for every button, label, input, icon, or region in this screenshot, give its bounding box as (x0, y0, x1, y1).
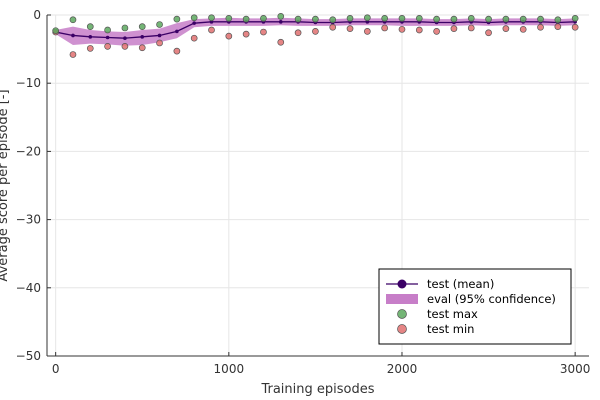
test-min-point (502, 25, 510, 32)
legend-label: test min (427, 322, 474, 336)
test-max-point (571, 15, 579, 22)
test-min-point (329, 23, 337, 31)
test-mean-point (175, 29, 179, 34)
test-max-point (364, 14, 371, 22)
test-max-point (433, 15, 440, 23)
test-max-point (415, 15, 423, 22)
test-min-point (277, 38, 285, 46)
test-max-point (156, 21, 163, 28)
y-tick-label: −10 (16, 76, 41, 90)
test-min-point (138, 44, 146, 52)
test-max-point (173, 15, 181, 23)
test-min-point (86, 45, 94, 52)
test-max-point (537, 15, 544, 23)
legend-label: test max (427, 307, 478, 321)
test-max-point (312, 15, 319, 23)
legend-swatch-mean-dot (397, 279, 407, 289)
legend-swatch-marker (397, 324, 407, 334)
markers (52, 13, 579, 58)
axes (46, 15, 589, 357)
test-mean-point (157, 33, 162, 38)
test-mean-point (71, 33, 75, 38)
test-min-point (415, 26, 423, 34)
confidence-band (55, 17, 576, 46)
test-min-point (104, 43, 111, 50)
legend-label: test (mean) (427, 277, 494, 291)
test-min-point (467, 24, 475, 32)
test-max-point (277, 13, 285, 20)
legend-swatch-marker (397, 309, 407, 319)
test-min-point (225, 32, 233, 40)
test-max-point (242, 15, 250, 23)
y-tick-label: −50 (16, 349, 41, 363)
y-tick-label: −30 (16, 213, 41, 227)
test-min-point (554, 23, 562, 30)
test-min-point (364, 28, 371, 35)
test-min-point (173, 47, 181, 55)
legend-label: eval (95% confidence) (427, 292, 556, 306)
x-axis-label: Training episodes (260, 382, 374, 397)
test-mean-point (88, 35, 93, 39)
test-min-point (571, 23, 579, 31)
test-max-point (225, 15, 233, 22)
test-max-point (485, 15, 492, 23)
test-max-point (208, 14, 215, 22)
ticks: 0 1000 2000 3000 −50 −40 −30 −20 −10 0 (16, 8, 591, 376)
test-min-point (485, 29, 492, 37)
test-min-point (208, 26, 215, 34)
test-max-point (260, 15, 267, 22)
y-tick-label: −20 (16, 144, 41, 158)
test-min-point (346, 25, 354, 32)
test-min-point (156, 39, 163, 47)
test-max-point (294, 15, 302, 23)
test-max-point (329, 16, 337, 24)
test-min-point (312, 28, 319, 35)
test-min-point (433, 28, 440, 35)
test-min-point (294, 29, 302, 37)
test-max-point (346, 15, 354, 22)
test-mean-point (123, 36, 127, 40)
y-tick-label: 0 (33, 8, 41, 22)
test-min-point (398, 25, 406, 33)
y-axis-label: Average score per episode [-] (0, 89, 11, 281)
test-min-point (242, 30, 250, 38)
test-min-point (519, 25, 527, 33)
test-max-point (450, 15, 458, 23)
test-max-point (467, 15, 475, 22)
x-tick-label: 1000 (214, 362, 245, 376)
test-max-point (52, 27, 60, 35)
test-max-point (69, 16, 77, 24)
test-mean-point (105, 35, 110, 40)
test-min-point (450, 25, 458, 32)
test-min-point (260, 28, 267, 36)
test-max-point (519, 15, 527, 23)
test-min-point (537, 23, 544, 31)
x-tick-label: 3000 (560, 362, 591, 376)
grid (47, 14, 589, 357)
test-max-point (138, 23, 146, 30)
test-mean-point (278, 20, 283, 24)
test-mean-point (192, 21, 196, 25)
y-tick-label: −40 (16, 281, 41, 295)
test-max-point (190, 14, 198, 22)
test-max-point (502, 15, 510, 23)
test-max-point (86, 23, 94, 30)
test-max-point (381, 15, 389, 22)
legend-box (378, 268, 572, 345)
test-min-point (190, 34, 198, 42)
test-min-point (69, 51, 77, 58)
x-tick-label: 2000 (387, 362, 418, 376)
test-max-point (554, 16, 562, 24)
legend-swatch-band (386, 294, 418, 304)
test-max-point (121, 24, 129, 32)
test-min-point (381, 24, 389, 32)
test-mean-point (140, 35, 145, 39)
test-max-point (398, 15, 406, 22)
test-max-point (104, 26, 111, 34)
confidence-band-area (55, 17, 576, 46)
test-min-point (121, 43, 129, 50)
legend: test (mean)eval (95% confidence)test max… (378, 268, 572, 345)
x-tick-label: 0 (52, 362, 60, 376)
